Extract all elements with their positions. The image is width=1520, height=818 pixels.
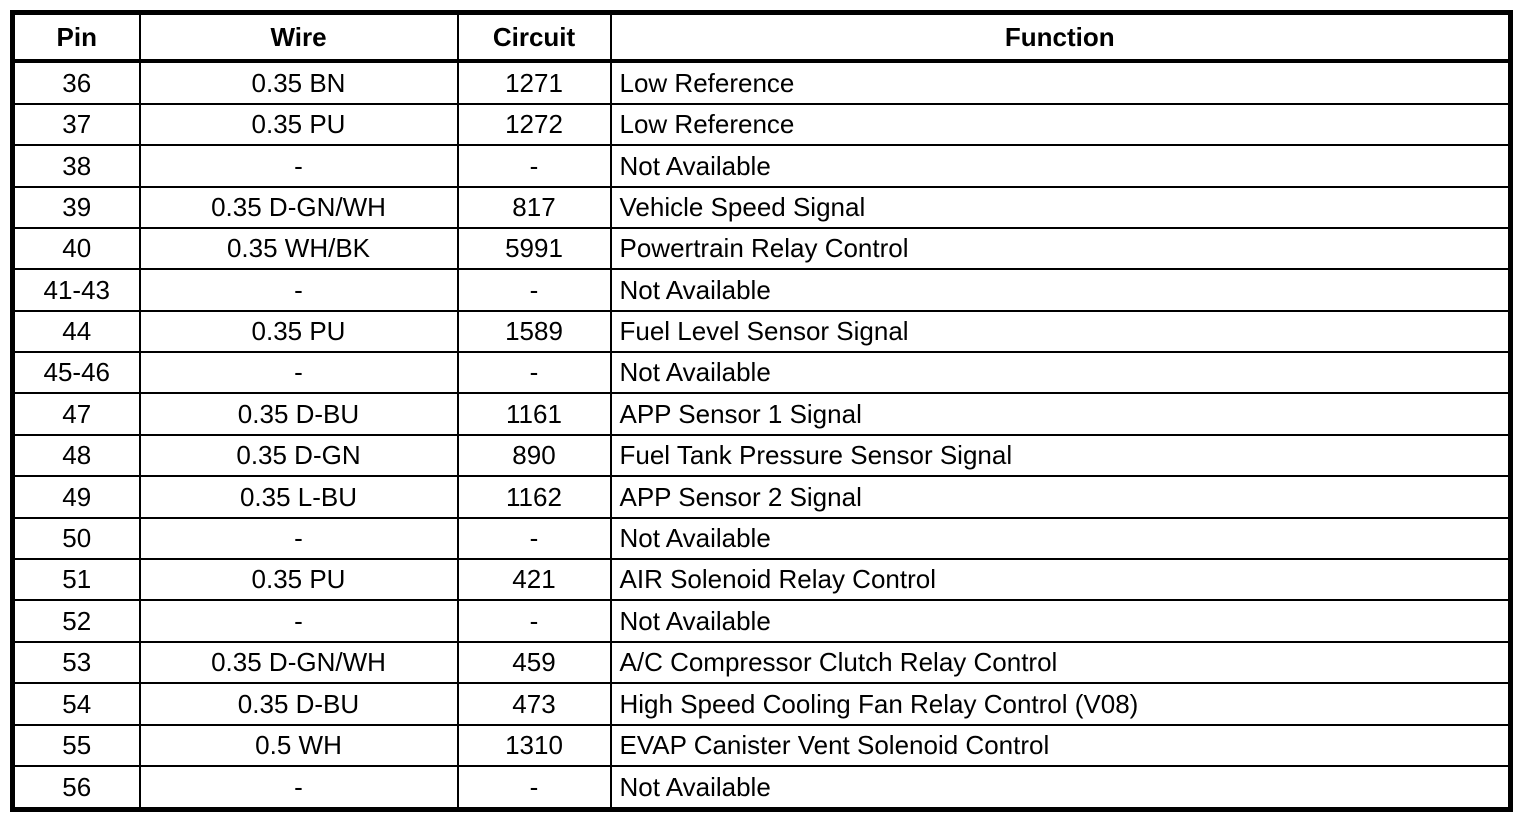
cell-pin: 37 <box>11 102 141 147</box>
table-row: 52- - Not Available <box>11 599 1512 643</box>
cell-wire: 0.35 D-GN <box>138 433 459 478</box>
cell-wire: 0.35 PU <box>138 558 459 602</box>
cell-function: Low Reference <box>609 102 1512 147</box>
table-row: 54 0.35 D-BU 473 High Speed Cooling Fan Rel… <box>11 682 1512 726</box>
cell-wire: 0.35 BN <box>138 60 459 105</box>
cell-pin: 41-43 <box>11 268 141 312</box>
cell-pin: 40 <box>11 226 141 271</box>
cell-pin: 56 <box>11 764 141 811</box>
cell-circuit: 473 <box>456 682 612 726</box>
table-body: 36 0.35 BN 1271 Low Reference 37 0.35 PU 1272 L… <box>11 60 1512 811</box>
cell-pin: 52 <box>11 599 141 643</box>
cell-circuit: - <box>456 516 612 561</box>
cell-wire: 0.5 WH <box>138 723 459 767</box>
header-row: Pin Wire Circuit Function <box>11 11 1512 63</box>
cell-wire: 0.35 PU <box>138 102 459 147</box>
cell-circuit: - <box>456 268 612 312</box>
cell-pin: 51 <box>11 558 141 602</box>
cell-function: Not Available <box>609 351 1512 395</box>
cell-wire: 0.35 WH/BK <box>138 226 459 271</box>
cell-wire: - <box>138 144 459 188</box>
cell-pin: 54 <box>11 682 141 726</box>
cell-circuit: 1272 <box>456 102 612 147</box>
cell-pin: 47 <box>11 392 141 436</box>
cell-function: AIR Solenoid Relay Control <box>609 558 1512 602</box>
cell-function: A/C Compressor Clutch Relay Control <box>609 640 1512 685</box>
table-row: 40 0.35 WH/BK 5991 Powertrain Relay Control <box>11 226 1512 271</box>
cell-function: Not Available <box>609 516 1512 561</box>
cell-pin: 39 <box>11 185 141 229</box>
table-row: 41-43- - Not Available <box>11 268 1512 312</box>
cell-function: Not Available <box>609 764 1512 811</box>
cell-circuit: - <box>456 599 612 643</box>
cell-pin: 48 <box>11 433 141 478</box>
cell-circuit: 421 <box>456 558 612 602</box>
cell-wire: - <box>138 764 459 811</box>
table-row: 38- - Not Available <box>11 144 1512 188</box>
table-row: 55 0.5 WH 1310 EVAP Canister Vent Solenoid … <box>11 723 1512 767</box>
pinout-table: Pin Wire Circuit Function 36 0.35 BN 1271 L… <box>10 10 1513 812</box>
table-header: Pin Wire Circuit Function <box>11 11 1512 63</box>
cell-function: Not Available <box>609 599 1512 643</box>
cell-wire: 0.35 D-BU <box>138 392 459 436</box>
cell-circuit: 1310 <box>456 723 612 767</box>
cell-function: Vehicle Speed Signal <box>609 185 1512 229</box>
cell-pin: 49 <box>11 475 141 519</box>
cell-circuit: - <box>456 351 612 395</box>
cell-wire: 0.35 D-GN/WH <box>138 640 459 685</box>
cell-pin: 50 <box>11 516 141 561</box>
cell-function: Not Available <box>609 144 1512 188</box>
cell-circuit: 817 <box>456 185 612 229</box>
cell-function: APP Sensor 1 Signal <box>609 392 1512 436</box>
cell-circuit: 1162 <box>456 475 612 519</box>
cell-wire: 0.35 D-BU <box>138 682 459 726</box>
column-header-function: Function <box>609 11 1512 63</box>
cell-function: APP Sensor 2 Signal <box>609 475 1512 519</box>
table-row: 39 0.35 D-GN/WH 817 Vehicle Speed Signal <box>11 185 1512 229</box>
cell-pin: 44 <box>11 309 141 354</box>
cell-circuit: 1589 <box>456 309 612 354</box>
cell-wire: - <box>138 599 459 643</box>
cell-circuit: 5991 <box>456 226 612 271</box>
cell-pin: 53 <box>11 640 141 685</box>
cell-circuit: 459 <box>456 640 612 685</box>
table-row: 53 0.35 D-GN/WH 459 A/C Compressor Clutch R… <box>11 640 1512 685</box>
cell-wire: - <box>138 516 459 561</box>
cell-circuit: - <box>456 144 612 188</box>
cell-circuit: - <box>456 764 612 811</box>
cell-wire: - <box>138 351 459 395</box>
cell-pin: 36 <box>11 60 141 105</box>
table-row: 36 0.35 BN 1271 Low Reference <box>11 60 1512 105</box>
table-row: 56- - Not Available <box>11 764 1512 811</box>
cell-pin: 55 <box>11 723 141 767</box>
cell-circuit: 890 <box>456 433 612 478</box>
column-header-pin: Pin <box>11 11 141 63</box>
cell-function: Not Available <box>609 268 1512 312</box>
table-row: 48 0.35 D-GN 890 Fuel Tank Pressure Sensor … <box>11 433 1512 478</box>
cell-pin: 45-46 <box>11 351 141 395</box>
cell-function: High Speed Cooling Fan Relay Control (V0… <box>609 682 1512 726</box>
column-header-wire: Wire <box>138 11 459 63</box>
table-row: 45-46- - Not Available <box>11 351 1512 395</box>
cell-function: Powertrain Relay Control <box>609 226 1512 271</box>
cell-wire: 0.35 PU <box>138 309 459 354</box>
cell-circuit: 1271 <box>456 60 612 105</box>
column-header-circuit: Circuit <box>456 11 612 63</box>
cell-pin: 38 <box>11 144 141 188</box>
table-row: 44 0.35 PU 1589 Fuel Level Sensor Signal <box>11 309 1512 354</box>
table-row: 37 0.35 PU 1272 Low Reference <box>11 102 1512 147</box>
table-row: 49 0.35 L-BU 1162 APP Sensor 2 Signal <box>11 475 1512 519</box>
cell-function: Fuel Tank Pressure Sensor Signal <box>609 433 1512 478</box>
table-row: 47 0.35 D-BU 1161 APP Sensor 1 Signal <box>11 392 1512 436</box>
cell-wire: 0.35 L-BU <box>138 475 459 519</box>
cell-wire: - <box>138 268 459 312</box>
cell-circuit: 1161 <box>456 392 612 436</box>
table-row: 51 0.35 PU 421 AIR Solenoid Relay Control <box>11 558 1512 602</box>
cell-function: Low Reference <box>609 60 1512 105</box>
table-row: 50- - Not Available <box>11 516 1512 561</box>
cell-function: Fuel Level Sensor Signal <box>609 309 1512 354</box>
cell-function: EVAP Canister Vent Solenoid Control <box>609 723 1512 767</box>
cell-wire: 0.35 D-GN/WH <box>138 185 459 229</box>
